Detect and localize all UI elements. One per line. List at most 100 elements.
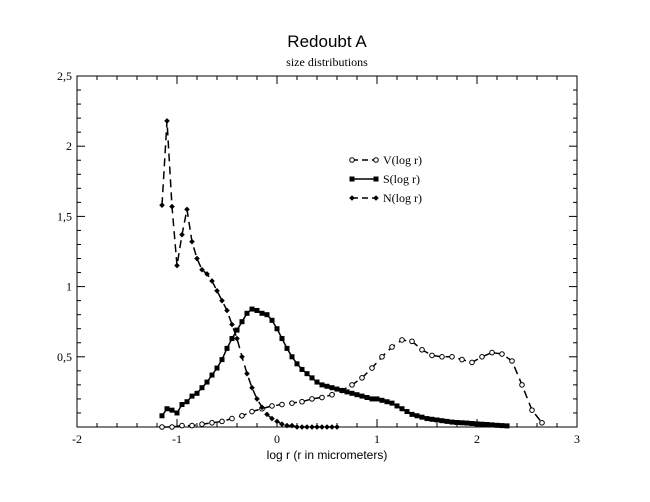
data-point (209, 372, 215, 378)
legend-marker (349, 176, 355, 182)
x-tick-label: 3 (574, 432, 580, 446)
data-point (324, 424, 330, 430)
data-point (424, 416, 430, 422)
legend-item: V(log r) (349, 153, 422, 167)
data-point (479, 421, 485, 427)
data-point (314, 424, 320, 430)
data-point (539, 419, 545, 426)
data-point (384, 399, 390, 405)
data-point (439, 418, 445, 424)
data-point (239, 412, 245, 419)
data-point (359, 375, 365, 381)
x-tick-label: 1 (374, 432, 380, 446)
data-point (329, 391, 335, 398)
legend-marker (349, 195, 355, 201)
data-point (229, 415, 235, 422)
data-point (389, 344, 395, 350)
series-v-log-r (159, 337, 545, 430)
data-point (184, 206, 190, 213)
data-point (449, 419, 455, 425)
data-point (249, 306, 255, 312)
data-point (279, 401, 285, 408)
legend-item: N(log r) (349, 191, 422, 205)
data-point (519, 382, 525, 388)
y-tick-label: 0,5 (57, 350, 72, 364)
data-point (159, 424, 165, 430)
data-point (229, 321, 235, 328)
data-point (189, 238, 195, 245)
data-point (404, 409, 410, 415)
data-point (354, 392, 360, 398)
data-point (454, 420, 460, 426)
data-point (479, 354, 485, 360)
x-tick-label: -2 (72, 432, 82, 446)
data-point (474, 421, 480, 427)
data-point (179, 422, 185, 429)
legend-item: S(log r) (349, 172, 420, 186)
data-point (319, 424, 325, 430)
data-point (174, 410, 180, 416)
data-point (284, 422, 290, 429)
data-point (274, 418, 280, 425)
data-point (254, 307, 260, 313)
data-point (489, 422, 495, 428)
data-point (289, 422, 295, 429)
data-point (299, 398, 305, 405)
data-point (369, 365, 375, 371)
data-point (369, 396, 375, 402)
data-point (334, 424, 340, 430)
data-point (224, 345, 230, 351)
data-point (419, 414, 425, 420)
y-tick-label: 1,5 (57, 209, 72, 223)
data-point (459, 420, 465, 426)
data-point (214, 288, 220, 294)
data-point (159, 413, 165, 419)
data-point (279, 336, 285, 342)
x-axis-label: log r (r in micrometers) (267, 448, 388, 462)
data-point (304, 424, 310, 430)
data-point (214, 365, 220, 371)
data-point (244, 310, 250, 316)
data-point (189, 393, 195, 399)
data-point (484, 421, 490, 427)
data-point (324, 383, 330, 389)
data-point (269, 403, 275, 409)
series-line (161, 120, 337, 428)
data-point (529, 407, 535, 413)
data-point (219, 357, 225, 363)
series-n-log-r (159, 118, 340, 430)
data-point (194, 255, 200, 262)
data-point (189, 422, 195, 429)
data-point (264, 411, 270, 418)
data-point (374, 396, 380, 402)
data-point (469, 420, 475, 426)
data-point (249, 384, 255, 391)
data-point (314, 379, 320, 385)
data-point (494, 422, 500, 428)
legend-marker (373, 195, 379, 201)
data-point (264, 312, 270, 318)
series-line (161, 308, 508, 427)
data-point (349, 390, 355, 396)
data-point (194, 390, 200, 396)
series-s-log-r (159, 306, 510, 429)
data-point (239, 319, 245, 325)
data-point (219, 418, 225, 425)
data-point (254, 396, 260, 402)
data-point (184, 399, 190, 405)
data-point (349, 382, 355, 388)
data-point (509, 358, 515, 364)
data-point (419, 346, 425, 353)
data-point (299, 424, 305, 430)
y-tick-label: 2,5 (57, 69, 72, 83)
data-point (259, 404, 265, 411)
data-point (359, 393, 365, 399)
plot-frame (76, 75, 578, 428)
data-point (204, 379, 210, 385)
data-point (294, 424, 300, 430)
data-point (229, 336, 235, 342)
data-point (319, 394, 325, 401)
data-point (299, 366, 305, 372)
data-point (269, 317, 275, 323)
